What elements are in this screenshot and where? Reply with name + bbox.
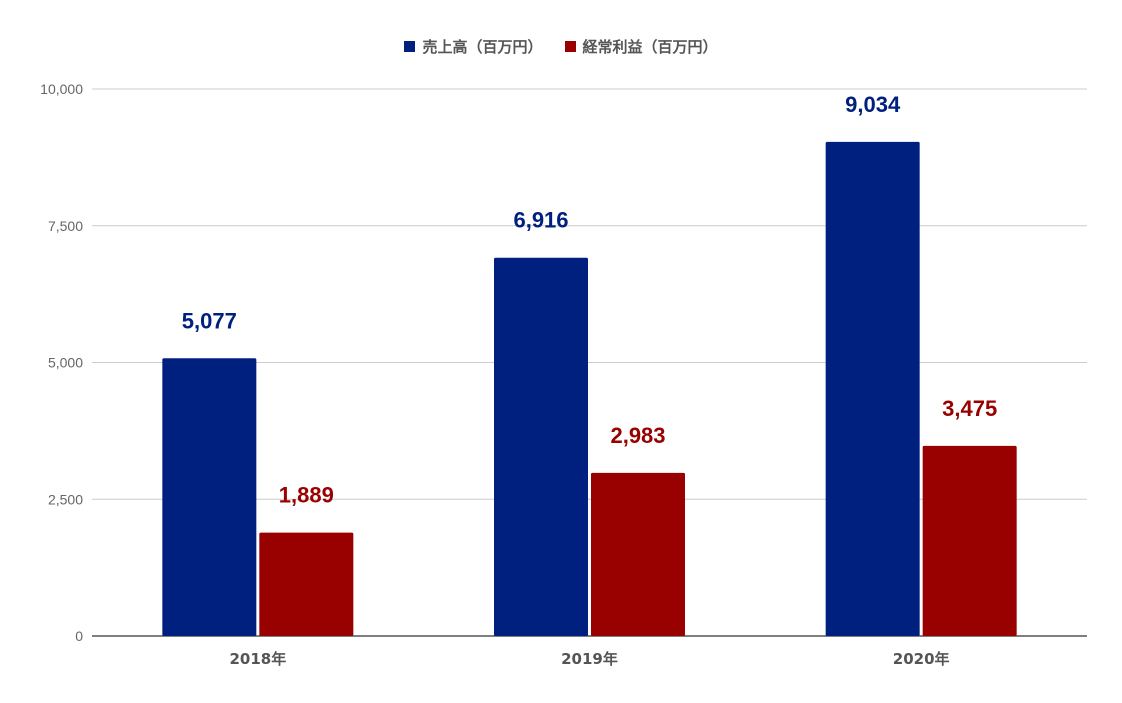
y-tick-label: 2,500 [48, 491, 83, 507]
legend-label-sales: 売上高（百万円） [422, 38, 543, 56]
data-label-ordinary-profit: 2,983 [610, 423, 665, 448]
x-tick-label: 2018年 [229, 650, 286, 668]
data-label-sales: 5,077 [182, 308, 237, 333]
y-tick-label: 5,000 [48, 355, 83, 371]
y-tick-label: 10,000 [40, 81, 83, 97]
bar-sales [162, 358, 257, 636]
bar-ordinary-profit [922, 445, 1017, 636]
bar-ordinary-profit [591, 472, 685, 636]
data-label-sales: 9,034 [845, 92, 901, 117]
legend-item-sales: 売上高（百万円） [404, 36, 543, 57]
legend-item-ordinary-profit: 経常利益（百万円） [564, 36, 718, 57]
bar-ordinary-profit [259, 532, 354, 636]
bar-sales [825, 141, 920, 636]
legend-swatch-ordinary-profit [564, 41, 576, 52]
bar-sales [494, 257, 588, 636]
y-tick-label: 0 [75, 628, 83, 644]
x-tick-label: 2019年 [561, 650, 618, 668]
data-label-ordinary-profit: 3,475 [942, 396, 997, 421]
data-label-sales: 6,916 [513, 208, 568, 233]
legend-swatch-sales [404, 41, 416, 52]
x-tick-label: 2020年 [893, 650, 950, 668]
legend-label-ordinary-profit: 経常利益（百万円） [582, 38, 718, 56]
data-label-ordinary-profit: 1,889 [279, 483, 334, 508]
y-tick-label: 7,500 [48, 218, 83, 234]
legend: 売上高（百万円） 経常利益（百万円） [0, 36, 1122, 57]
